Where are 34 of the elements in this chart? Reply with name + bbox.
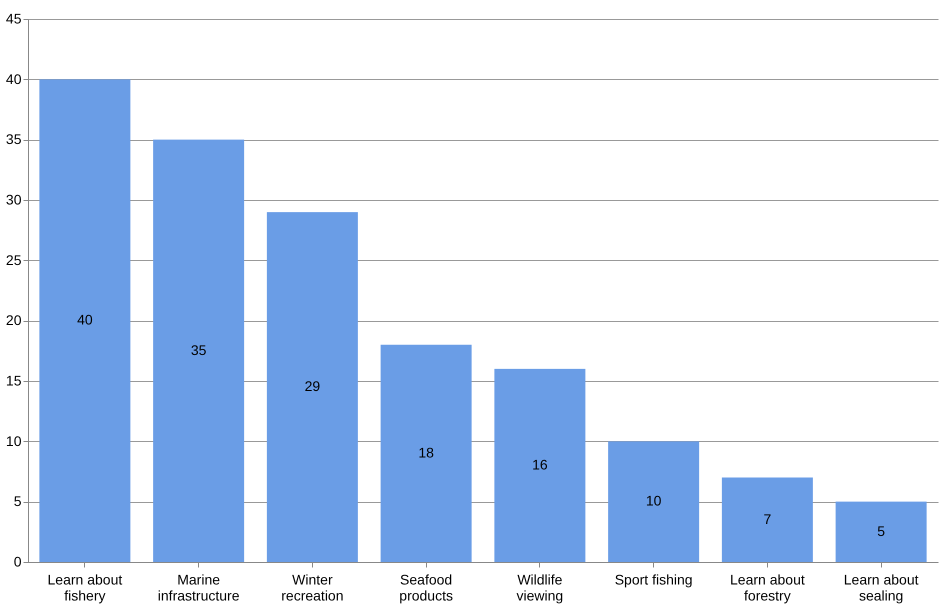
x-tick-label: Sport fishing bbox=[614, 572, 693, 588]
data-label: 18 bbox=[418, 444, 434, 460]
bar bbox=[722, 478, 813, 562]
x-tick-label: Seafood products bbox=[399, 572, 453, 604]
x-tick-label: Learn about forestry bbox=[730, 572, 805, 604]
y-tick-label: 35 bbox=[6, 131, 22, 148]
bar bbox=[380, 344, 472, 562]
data-label: 29 bbox=[304, 378, 320, 394]
y-tick-label: 5 bbox=[14, 493, 22, 510]
data-label: 16 bbox=[532, 456, 548, 472]
data-label: 40 bbox=[77, 312, 93, 328]
bar bbox=[836, 502, 927, 562]
data-label: 10 bbox=[646, 492, 662, 509]
bar bbox=[608, 441, 700, 562]
y-tick-label: 15 bbox=[6, 372, 22, 388]
y-tick-label: 30 bbox=[6, 192, 22, 208]
data-label: 5 bbox=[877, 522, 886, 539]
x-tick-label: Learn about sealing bbox=[844, 572, 919, 604]
bar bbox=[153, 140, 244, 562]
y-tick-label: 20 bbox=[6, 312, 22, 328]
y-tick-label: 25 bbox=[6, 252, 22, 268]
bar bbox=[266, 212, 358, 562]
y-tick-label: 40 bbox=[6, 70, 22, 87]
y-tick-label: 45 bbox=[6, 10, 22, 26]
y-tick-label: 0 bbox=[14, 554, 22, 570]
x-tick-label: Winter recreation bbox=[281, 572, 344, 604]
data-label: 35 bbox=[190, 342, 207, 358]
x-tick-label: Marine infrastructure bbox=[158, 572, 240, 604]
y-tick-label: 10 bbox=[6, 432, 22, 449]
bar bbox=[494, 368, 586, 562]
x-tick-label: Learn about fishery bbox=[48, 572, 122, 604]
bar bbox=[39, 79, 130, 562]
x-tick-label: Wildlife viewing bbox=[516, 572, 564, 604]
data-label: 7 bbox=[763, 510, 772, 527]
